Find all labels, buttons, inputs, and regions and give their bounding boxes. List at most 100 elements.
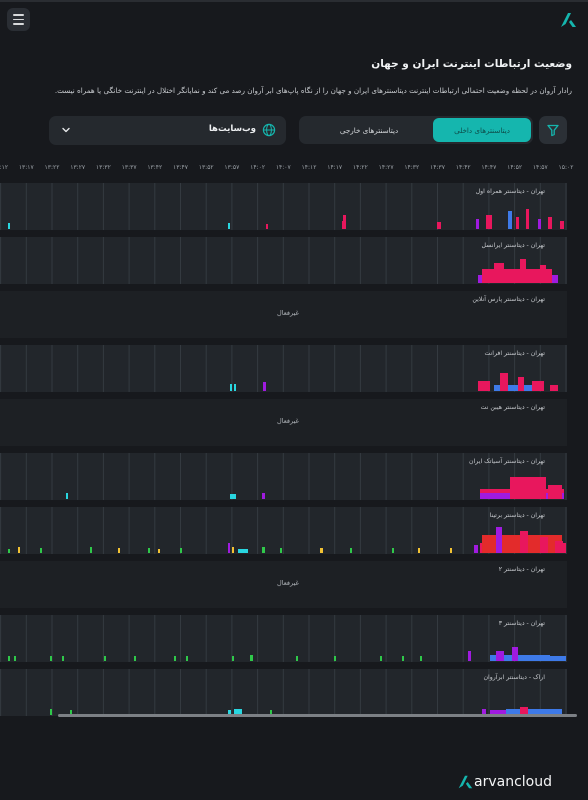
datacenter-name: تهران - دیتاسنتر ۲ — [498, 566, 545, 573]
status-bar — [8, 549, 10, 553]
status-bar — [40, 548, 42, 553]
datacenter-name: تهران - دیتاسنتر ۳ — [498, 620, 545, 627]
inactive-status: غیرفعال — [277, 579, 299, 587]
status-bar — [402, 656, 404, 661]
time-tick: ۱۴:۵۷ — [532, 164, 548, 171]
status-bar — [118, 548, 120, 553]
datacenter-row[interactable]: تهران - دیتاسنتر ایرانسل — [0, 237, 567, 284]
datacenter-row[interactable]: تهران - دیتاسنتر آسیاتک ایران — [0, 453, 567, 500]
status-timeline — [0, 237, 567, 284]
controls-bar: دیتاسنترهای داخلی دیتاسنترهای خارجی وب‌س… — [0, 116, 588, 146]
status-bar — [486, 215, 492, 229]
time-tick: ۱۴:۲۲ — [352, 164, 368, 171]
status-bar — [437, 222, 441, 229]
status-bar — [148, 548, 150, 553]
status-timeline — [0, 345, 567, 392]
status-bar — [494, 263, 504, 283]
status-bar — [234, 384, 236, 391]
page-description: رادار آروان در لحظه وضعیت احتمالی ارتباط… — [54, 86, 572, 95]
datacenter-name: تهران - دیتاسنتر هیبن نت — [480, 404, 545, 411]
datacenter-tabs: دیتاسنترهای داخلی دیتاسنترهای خارجی — [299, 116, 533, 144]
datacenter-name: اراک - دیتاسنتر ابرآروان — [483, 674, 545, 681]
status-bar — [238, 549, 248, 553]
datacenter-row[interactable]: اراک - دیتاسنتر ابرآروان — [0, 669, 567, 716]
status-bar — [548, 485, 562, 499]
filter-button[interactable] — [539, 116, 567, 144]
inactive-status: غیرفعال — [277, 417, 299, 425]
arvan-logo-icon[interactable] — [558, 10, 578, 30]
time-tick: ۱۴:۲۷ — [378, 164, 394, 171]
service-select[interactable]: وب‌سایت‌ها — [49, 116, 286, 145]
menu-button[interactable] — [7, 8, 30, 31]
time-tick: ۱۳:۵۷ — [224, 164, 240, 171]
time-tick: ۱۴:۵۲ — [507, 164, 523, 171]
horizontal-scrollbar[interactable] — [58, 714, 577, 717]
status-bar — [506, 709, 562, 715]
status-bar — [490, 710, 510, 715]
time-tick: ۱۳:۱۷ — [18, 164, 34, 171]
datacenter-row[interactable]: تهران - دیتاسنتر افرانت — [0, 345, 567, 392]
datacenter-row[interactable]: تهران - دیتاسنتر برتینا — [0, 507, 567, 554]
status-bar — [180, 548, 182, 553]
status-bar — [516, 217, 519, 229]
status-bar — [14, 656, 16, 661]
time-tick: ۱۵:۰۲ — [558, 164, 574, 171]
status-bar — [262, 493, 265, 499]
time-tick: ۱۴:۳۷ — [430, 164, 445, 171]
status-timeline — [0, 669, 567, 716]
status-bar — [476, 219, 479, 229]
datacenter-row[interactable]: تهران - دیتاسنتر هیبن نت غیرفعال — [0, 399, 567, 446]
datacenter-row[interactable]: تهران - دیتاسنتر همراه اول — [0, 183, 567, 230]
time-tick: ۱۳:۴۷ — [173, 164, 188, 171]
status-bar — [334, 656, 336, 661]
globe-icon — [262, 123, 276, 137]
datacenter-row[interactable]: تهران - دیتاسنتر ۲ غیرفعال — [0, 561, 567, 608]
status-bar — [104, 656, 106, 661]
status-bar — [62, 656, 64, 661]
status-bar — [186, 656, 188, 661]
time-tick: ۱۴:۱۲ — [301, 164, 317, 171]
status-bar — [508, 211, 512, 229]
status-bar — [174, 656, 176, 661]
status-bar — [478, 381, 490, 391]
status-timeline — [0, 507, 567, 554]
status-bar — [280, 548, 282, 553]
time-tick: ۱۳:۲۲ — [44, 164, 60, 171]
time-tick: ۱۳:۲۷ — [70, 164, 86, 171]
datacenter-name: تهران - دیتاسنتر افرانت — [484, 350, 545, 357]
time-tick: ۱۴:۴۲ — [455, 164, 471, 171]
status-bar — [490, 655, 550, 661]
tab-foreign-datacenters[interactable]: دیتاسنترهای خارجی — [339, 125, 399, 135]
status-bar — [234, 709, 242, 715]
status-bar — [8, 656, 10, 661]
time-tick: ۱۴:۳۲ — [404, 164, 420, 171]
status-bar — [50, 656, 52, 661]
status-bar — [526, 656, 566, 661]
status-timeline — [0, 615, 567, 662]
time-tick: ۱۴:۰۲ — [250, 164, 266, 171]
top-divider — [0, 0, 588, 2]
status-bar — [560, 221, 564, 229]
time-tick: ۱۴:۴۷ — [481, 164, 497, 171]
datacenter-row[interactable]: تهران - دیتاسنتر ۳ — [0, 615, 567, 662]
status-bar — [66, 493, 68, 499]
arvan-logo-icon — [458, 775, 473, 789]
chevron-down-icon — [62, 127, 70, 133]
status-bar — [392, 548, 394, 553]
status-bar — [474, 545, 478, 553]
datacenter-rows: تهران - دیتاسنتر همراه اول تهران - دیتاسن… — [0, 183, 588, 720]
datacenter-row[interactable]: تهران - دیتاسنتر پارس آنلاین غیرفعال — [0, 291, 567, 338]
status-bar — [418, 548, 420, 553]
time-tick: ۱۳:۱۲ — [0, 164, 9, 171]
datacenter-name: تهران - دیتاسنتر آسیاتک ایران — [469, 458, 545, 465]
status-bar — [548, 217, 552, 229]
status-bar — [520, 707, 528, 715]
filter-icon — [547, 124, 559, 137]
tab-domestic-datacenters[interactable]: دیتاسنترهای داخلی — [433, 118, 531, 142]
status-bar — [90, 547, 92, 553]
time-tick: ۱۳:۴۲ — [147, 164, 163, 171]
hamburger-icon — [13, 14, 24, 16]
time-tick: ۱۳:۵۲ — [198, 164, 214, 171]
status-bar — [420, 656, 422, 661]
status-bar — [520, 531, 528, 553]
